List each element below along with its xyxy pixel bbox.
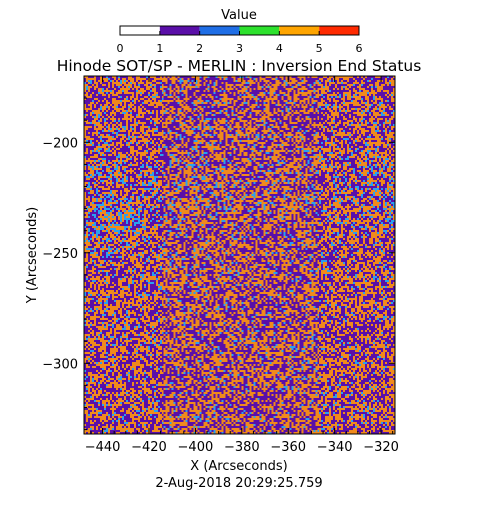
colorbar-segment-3-4 (239, 26, 280, 35)
colorbar-segment-1-2 (159, 26, 200, 35)
x-tick-label: −360 (270, 440, 306, 455)
x-tick-label: −340 (317, 440, 353, 455)
y-tick-label: −300 (42, 357, 78, 372)
x-tick-label: −380 (224, 440, 260, 455)
x-tick-label: −320 (363, 440, 399, 455)
colorbar-tick-label: 3 (236, 42, 243, 55)
colorbar-tick-label: 1 (156, 42, 163, 55)
y-tick-label: −200 (42, 136, 78, 151)
colorbar-tick-label: 4 (276, 42, 283, 55)
plot-frame (83, 75, 396, 435)
colorbar-tick-label: 5 (316, 42, 323, 55)
heatmap-image (84, 76, 395, 434)
y-axis: −200 −250 −300 (42, 97, 395, 431)
colorbar-tick-label: 0 (117, 42, 124, 55)
y-tick-label: −250 (42, 247, 78, 262)
x-axis: −440 −420 −400 −380 −360 −340 −320 (85, 76, 399, 455)
colorbar-segment-2-3 (199, 26, 240, 35)
chart-title: Hinode SOT/SP - MERLIN : Inversion End S… (57, 57, 422, 75)
x-axis-label: X (Arcseconds) (190, 459, 287, 474)
x-tick-label: −420 (131, 440, 167, 455)
colorbar-title: Value (221, 8, 257, 23)
y-axis-label: Y (Arcseconds) (25, 207, 40, 304)
x-tick-label: −440 (85, 440, 121, 455)
colorbar-segment-5-6 (319, 26, 359, 35)
timestamp-footer: 2-Aug-2018 20:29:25.759 (155, 476, 322, 491)
x-tick-label: −400 (178, 440, 214, 455)
colorbar-tick-label: 2 (196, 42, 203, 55)
colorbar-tick-label: 6 (356, 42, 363, 55)
colorbar-segment-0-1 (120, 26, 160, 35)
plot-area (84, 76, 395, 434)
colorbar-ticks: 0 1 2 3 4 5 6 (117, 31, 363, 55)
colorbar-segment-4-5 (279, 26, 320, 35)
